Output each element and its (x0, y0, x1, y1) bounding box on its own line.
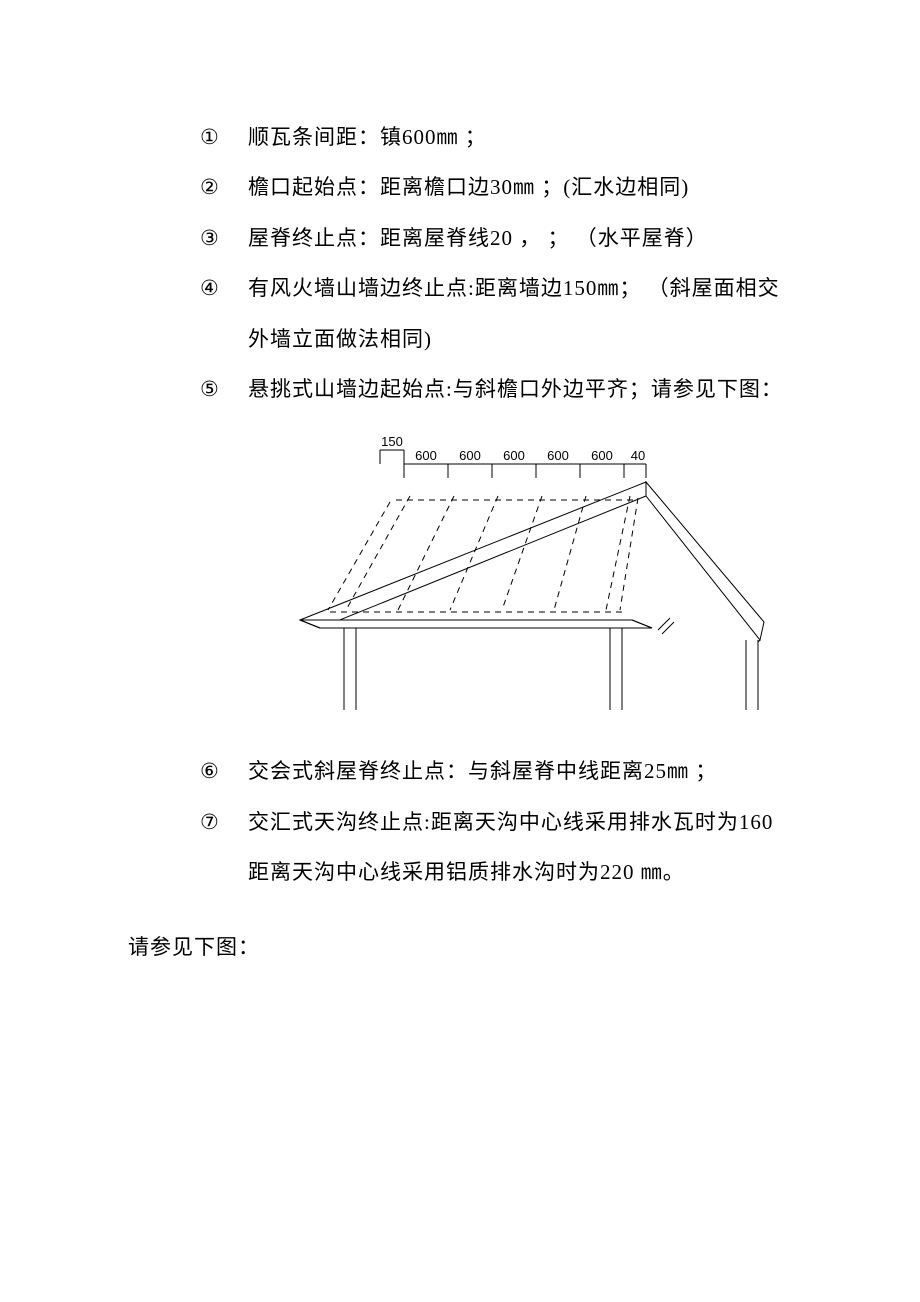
dim-label-600-5: 600 (591, 448, 613, 463)
list-text: 顺瓦条间距：镇600㎜ ； (248, 112, 800, 162)
list-text: 檐口起始点：距离檐口边30㎜ ；(汇水边相同) (248, 162, 800, 212)
list-item-4: ④ 有风火墙山墙边终止点:距离墙边150㎜； （斜屋面相交 (200, 263, 800, 313)
list-text: 悬挑式山墙边起始点:与斜檐口外边平齐；请参见下图： (248, 364, 800, 414)
list-item-2: ② 檐口起始点：距离檐口边30㎜ ；(汇水边相同) (200, 162, 800, 212)
list-item-1: ① 顺瓦条间距：镇600㎜ ； (200, 112, 800, 162)
document-page: ① 顺瓦条间距：镇600㎜ ； ② 檐口起始点：距离檐口边30㎜ ；(汇水边相同… (0, 0, 920, 1302)
list-item-7: ⑦ 交汇式天沟终止点:距离天沟中心线采用排水瓦时为160 (200, 797, 800, 847)
footer-line: 请参见下图： (128, 922, 800, 972)
list-marker: ④ (200, 263, 248, 313)
dim-label-600-3: 600 (503, 448, 525, 463)
dim-label-600-4: 600 (547, 448, 569, 463)
list-item-5: ⑤ 悬挑式山墙边起始点:与斜檐口外边平齐；请参见下图： (200, 364, 800, 414)
roof-diagram: 150 600 600 600 600 600 40 (260, 430, 780, 730)
list-marker: ③ (200, 213, 248, 263)
list-text: 有风火墙山墙边终止点:距离墙边150㎜； （斜屋面相交 (248, 263, 800, 313)
list-marker: ① (200, 112, 248, 162)
list-marker: ② (200, 162, 248, 212)
dim-label-40: 40 (631, 448, 645, 463)
dim-label-600-2: 600 (459, 448, 481, 463)
dim-label-600-1: 600 (415, 448, 437, 463)
list-marker: ⑤ (200, 364, 248, 414)
list-text: 交会式斜屋脊终止点：与斜屋脊中线距离25㎜ ； (248, 746, 800, 796)
list-marker: ⑥ (200, 746, 248, 796)
list-item-7-cont: 距离天沟中心线采用铝质排水沟时为220 ㎜。 (248, 847, 800, 897)
list-item-6: ⑥ 交会式斜屋脊终止点：与斜屋脊中线距离25㎜ ； (200, 746, 800, 796)
list-item-3: ③ 屋脊终止点：距离屋脊线20 ， ； （水平屋脊） (200, 213, 800, 263)
list-item-4-cont: 外墙立面做法相同) (248, 314, 800, 364)
list-marker: ⑦ (200, 797, 248, 847)
dim-label-150: 150 (381, 434, 403, 449)
list-text: 屋脊终止点：距离屋脊线20 ， ； （水平屋脊） (248, 213, 800, 263)
list-text: 交汇式天沟终止点:距离天沟中心线采用排水瓦时为160 (248, 797, 800, 847)
